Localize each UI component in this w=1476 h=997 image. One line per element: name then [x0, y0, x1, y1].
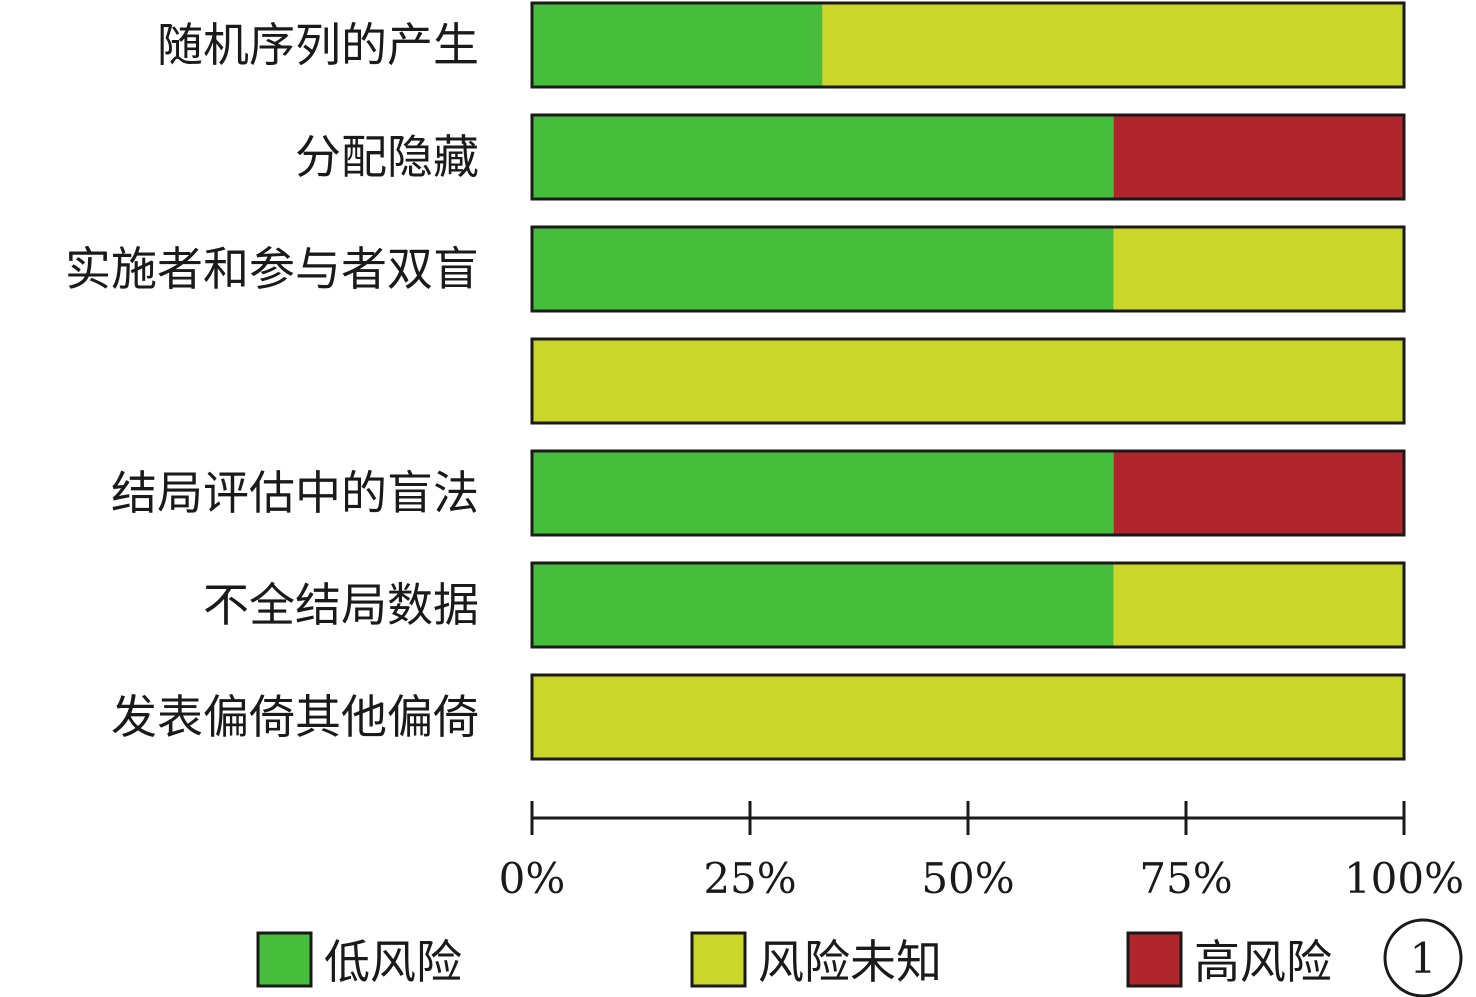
x-tick-label: 75% — [1139, 854, 1232, 903]
category-label: 发表偏倚其他偏倚 — [111, 690, 479, 744]
bar-outline — [530, 113, 1406, 201]
bar-segment — [532, 563, 1114, 647]
x-tick-label: 0% — [499, 854, 566, 903]
bars-layer — [530, 1, 1406, 761]
bar-segment — [532, 451, 1114, 535]
x-tick-label: 25% — [703, 854, 796, 903]
bar-segment — [532, 3, 823, 87]
x-axis: 0% 25% 50% 75% 100% — [499, 801, 1464, 903]
legend-swatch — [690, 931, 747, 988]
category-label: 结局评估中的盲法 — [111, 466, 479, 520]
bar-segment — [1113, 227, 1404, 311]
bar-segment — [1113, 451, 1404, 535]
legend: 低风险 风险未知 高风险 — [256, 931, 1332, 989]
bar-segment — [1113, 115, 1404, 199]
x-tick-label: 100% — [1344, 854, 1464, 903]
legend-label: 低风险 — [324, 935, 462, 989]
bar-segment — [532, 339, 1404, 423]
category-label: 分配隐藏 — [295, 130, 479, 184]
category-label: 实施者和参与者双盲 — [65, 242, 479, 296]
category-labels: 随机序列的产生分配隐藏实施者和参与者双盲结局评估中的盲法不全结局数据发表偏倚其他… — [65, 18, 479, 744]
legend-label: 风险未知 — [758, 935, 942, 989]
bar-outline — [530, 225, 1406, 313]
x-tick-label: 50% — [921, 854, 1014, 903]
bar-outline — [530, 561, 1406, 649]
bar-segment — [822, 3, 1404, 87]
legend-swatch — [256, 931, 313, 988]
bar-outline — [530, 673, 1406, 761]
category-label: 随机序列的产生 — [157, 18, 479, 72]
bar-outline — [530, 337, 1406, 425]
legend-label: 高风险 — [1194, 935, 1332, 989]
panel-marker-label: 1 — [1410, 934, 1437, 983]
panel-marker: 1 — [1383, 918, 1463, 997]
legend-swatch — [1126, 931, 1183, 988]
panel-marker-circle — [1383, 918, 1463, 997]
category-label: 不全结局数据 — [203, 578, 479, 632]
bar-segment — [1113, 563, 1404, 647]
bar-segment — [532, 227, 1114, 311]
bar-segment — [532, 115, 1114, 199]
bar-segment — [532, 675, 1404, 759]
bar-outline — [530, 1, 1406, 89]
bar-outline — [530, 449, 1406, 537]
